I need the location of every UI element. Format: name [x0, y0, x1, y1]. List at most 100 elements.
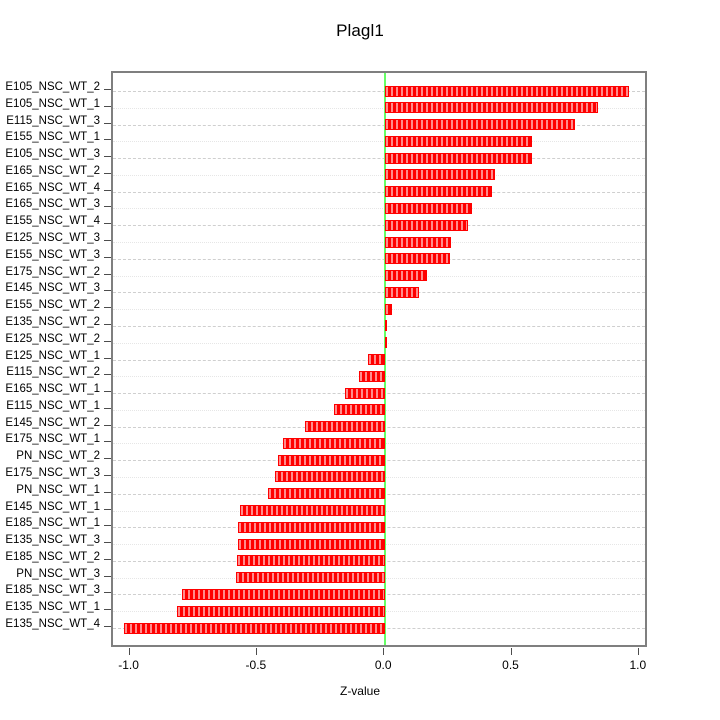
- y-tick-mark: [104, 323, 111, 325]
- y-tick-label: E105_NSC_WT_2: [5, 81, 100, 93]
- y-tick-label: E105_NSC_WT_3: [5, 148, 100, 161]
- bar: [235, 572, 386, 584]
- y-tick-mark: [104, 156, 111, 158]
- bar: [238, 521, 386, 533]
- y-tick-mark: [104, 307, 111, 309]
- zero-reference-line: [384, 73, 387, 645]
- bar: [240, 505, 386, 517]
- bar: [385, 135, 533, 147]
- y-tick-label: E155_NSC_WT_1: [5, 131, 100, 144]
- bar: [274, 471, 386, 483]
- bar: [385, 270, 427, 282]
- bar: [237, 555, 386, 567]
- y-tick-label: E175_NSC_WT_3: [5, 466, 100, 479]
- bar: [385, 202, 472, 214]
- y-tick-mark: [104, 558, 111, 560]
- gridline: [113, 309, 645, 310]
- y-tick-mark: [104, 424, 111, 426]
- y-tick-mark: [104, 206, 111, 208]
- y-tick-mark: [104, 256, 111, 258]
- y-tick-mark: [104, 374, 111, 376]
- y-tick-mark: [104, 340, 111, 342]
- y-tick-mark: [104, 491, 111, 493]
- y-tick-label: E115_NSC_WT_3: [6, 114, 100, 127]
- y-tick-label: E165_NSC_WT_2: [5, 164, 100, 177]
- y-tick-label: E155_NSC_WT_2: [5, 299, 100, 312]
- bar: [385, 337, 388, 349]
- bar: [333, 404, 386, 416]
- y-tick-mark: [104, 290, 111, 292]
- bar: [267, 488, 386, 500]
- x-tick-mark: [128, 648, 130, 655]
- y-tick-label: E155_NSC_WT_4: [5, 215, 100, 228]
- bar: [238, 538, 386, 550]
- y-tick-label: E165_NSC_WT_4: [5, 181, 100, 194]
- y-tick-label: E155_NSC_WT_3: [5, 248, 100, 261]
- bar: [385, 152, 533, 164]
- bar: [385, 85, 629, 97]
- gridline: [113, 158, 645, 159]
- bar: [344, 387, 386, 399]
- y-tick-label: E135_NSC_WT_2: [5, 315, 100, 328]
- y-tick-mark: [104, 592, 111, 594]
- y-tick-label: PN_NSC_WT_1: [16, 483, 100, 496]
- y-tick-mark: [104, 542, 111, 544]
- y-tick-label: E125_NSC_WT_3: [5, 232, 100, 245]
- y-tick-label: E185_NSC_WT_2: [5, 550, 100, 563]
- gridline: [113, 326, 645, 327]
- y-tick-label: PN_NSC_WT_3: [16, 567, 100, 580]
- x-tick-mark: [510, 648, 512, 655]
- y-tick-label: E125_NSC_WT_1: [5, 349, 100, 362]
- y-tick-mark: [104, 189, 111, 191]
- y-tick-label: E125_NSC_WT_2: [5, 332, 100, 345]
- y-tick-mark: [104, 474, 111, 476]
- bar: [385, 119, 575, 131]
- x-tick-mark: [383, 648, 385, 655]
- y-tick-mark: [104, 626, 111, 627]
- y-tick-mark: [104, 139, 111, 141]
- bar: [124, 622, 386, 634]
- bar: [358, 370, 386, 382]
- y-tick-label: E165_NSC_WT_1: [5, 383, 100, 396]
- x-tick-label: 1.0: [629, 658, 647, 672]
- gridline: [113, 343, 645, 344]
- bar: [385, 303, 393, 315]
- gridline: [113, 242, 645, 243]
- x-tick-label: -0.5: [245, 658, 267, 672]
- y-tick-label: E145_NSC_WT_2: [5, 416, 100, 429]
- gridline: [113, 192, 645, 193]
- x-tick-mark: [637, 648, 639, 655]
- chart-title: Plagl1: [336, 21, 384, 40]
- y-tick-label: E145_NSC_WT_3: [5, 282, 100, 295]
- gridline: [113, 208, 645, 209]
- bar: [367, 354, 386, 365]
- y-tick-label: E135_NSC_WT_1: [5, 601, 100, 614]
- gridline: [113, 91, 645, 92]
- gridline: [113, 225, 645, 226]
- bar: [385, 186, 492, 198]
- bar: [385, 169, 495, 181]
- bar: [277, 454, 386, 466]
- bar: [304, 421, 386, 433]
- y-tick-label: PN_NSC_WT_2: [16, 450, 100, 463]
- y-tick-mark: [104, 458, 111, 460]
- gridline: [113, 259, 645, 260]
- y-tick-label: E145_NSC_WT_1: [5, 500, 100, 513]
- bar: [385, 102, 599, 114]
- y-tick-label: E135_NSC_WT_4: [5, 618, 100, 630]
- x-tick-label: -1.0: [118, 658, 139, 672]
- bar: [282, 437, 386, 449]
- y-tick-mark: [104, 508, 111, 510]
- y-tick-mark: [104, 441, 111, 443]
- y-tick-mark: [104, 223, 111, 225]
- bar: [385, 253, 451, 265]
- x-axis-title: Z-value: [339, 684, 380, 698]
- y-tick-label: E175_NSC_WT_1: [5, 433, 100, 446]
- y-tick-mark: [104, 357, 111, 359]
- bar: [385, 286, 419, 298]
- y-tick-label: E115_NSC_WT_2: [6, 366, 100, 379]
- gridline: [113, 141, 645, 142]
- x-tick-mark: [255, 648, 257, 655]
- y-tick-label: E175_NSC_WT_2: [5, 265, 100, 278]
